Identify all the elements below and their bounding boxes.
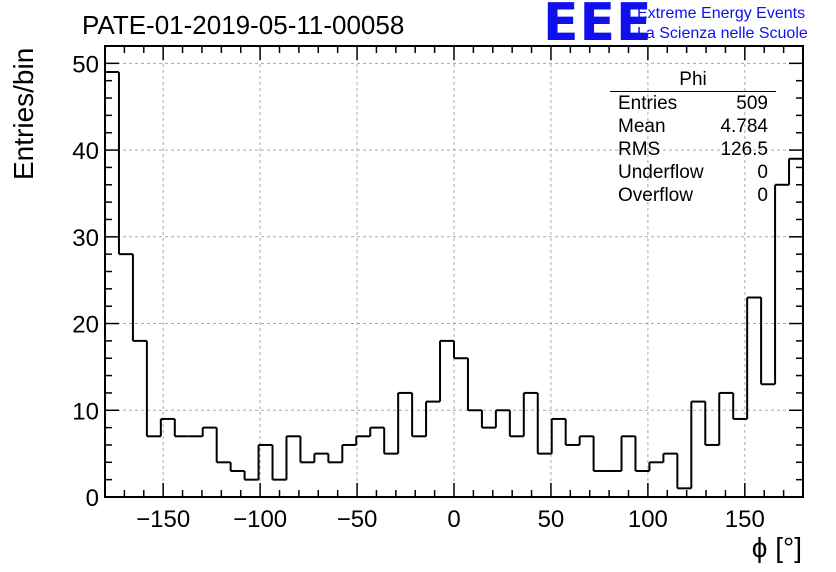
x-tick-label: 50 <box>538 506 565 533</box>
axis-tick-labels: −150 −100 −50 0 50 100 150 0 10 20 30 40 50 <box>72 51 765 533</box>
stats-value: 0 <box>757 185 768 206</box>
grid-lines <box>105 46 803 497</box>
histogram-bin <box>536 392 552 455</box>
histogram-bin <box>397 391 413 454</box>
histogram-bin <box>466 358 482 412</box>
x-tick-label: −150 <box>136 506 190 533</box>
x-tick-label: 150 <box>725 506 765 533</box>
histogram-bin <box>760 297 776 386</box>
logo-line-2: La Scienza nelle Scuole <box>637 25 808 42</box>
histogram-bin <box>145 340 161 438</box>
y-tick-label: 40 <box>72 138 99 165</box>
stats-label: Mean <box>618 116 666 137</box>
y-tick-label: 20 <box>72 312 99 339</box>
histogram-bin <box>480 410 496 429</box>
x-tick-label: −100 <box>233 506 287 533</box>
stats-value: 509 <box>736 93 768 114</box>
histogram-bin <box>578 435 594 445</box>
histogram-bin <box>453 340 468 360</box>
histogram-bin <box>131 254 147 342</box>
histogram-bin <box>257 443 273 480</box>
eee-logo-icon: EEE <box>543 0 653 53</box>
stats-value: 126.5 <box>720 139 768 160</box>
histogram-bin <box>104 71 119 497</box>
histogram-bin <box>508 410 524 438</box>
stats-row-underflow: Underflow 0 <box>610 161 776 184</box>
stats-row-entries: Entries 509 <box>610 92 776 115</box>
stats-label: Underflow <box>618 162 704 183</box>
histogram-bin <box>788 157 803 185</box>
histogram-bin <box>634 436 650 472</box>
histogram-bin <box>592 436 608 472</box>
histogram-bin <box>662 452 678 463</box>
y-tick-label: 50 <box>72 51 99 78</box>
histogram-bin <box>704 401 720 446</box>
histogram-bin <box>159 417 175 437</box>
histogram-bin <box>201 426 217 437</box>
histogram-bin <box>522 391 538 437</box>
axis-ticks <box>105 45 803 498</box>
histogram-bin <box>369 426 385 437</box>
histogram-bin <box>383 427 399 455</box>
logo-line-1: Extreme Energy Events <box>637 5 806 22</box>
histogram-bin <box>243 470 259 481</box>
x-tick-label: −50 <box>337 506 378 533</box>
stats-row-overflow: Overflow 0 <box>610 184 776 207</box>
histogram-bin <box>564 418 580 446</box>
stats-row-mean: Mean 4.784 <box>610 115 776 138</box>
y-tick-label: 30 <box>72 225 99 252</box>
stats-label: Overflow <box>618 185 693 206</box>
histogram-bin <box>327 453 343 464</box>
stats-value: 4.784 <box>720 116 768 137</box>
histogram-bin <box>620 435 636 471</box>
histogram-bars <box>104 71 803 497</box>
histogram-bin <box>774 183 790 385</box>
histogram-bin <box>271 444 287 481</box>
stats-box: Phi Entries 509 Mean 4.784 RMS 126.5 Und… <box>610 70 776 207</box>
histogram-bin <box>550 417 566 454</box>
histogram-bin <box>494 409 510 428</box>
stats-row-rms: RMS 126.5 <box>610 138 776 161</box>
histogram-bin <box>732 392 748 420</box>
x-axis-label: ϕ [°] <box>751 532 802 563</box>
y-tick-label: 0 <box>86 485 99 512</box>
stats-label: RMS <box>618 139 661 160</box>
y-axis-label: Entries/bin <box>8 47 39 180</box>
histogram-bin <box>215 427 231 464</box>
histogram-bin <box>676 453 692 490</box>
stats-label: Entries <box>618 93 678 114</box>
histogram-bin <box>313 452 329 463</box>
histogram-bin <box>718 391 734 445</box>
logo-caption: Extreme Energy Events La Scienza nelle S… <box>637 4 808 44</box>
x-tick-label: 0 <box>447 506 460 533</box>
x-tick-label: 100 <box>628 506 668 533</box>
histogram-bin <box>746 296 762 419</box>
histogram-bin <box>299 436 315 464</box>
histogram-bin <box>173 418 189 438</box>
histogram-bin <box>439 339 454 402</box>
chart-title: PATE-01-2019-05-11-00058 <box>82 10 405 40</box>
histogram-bin <box>229 462 245 472</box>
histogram-bin <box>690 400 706 489</box>
histogram-bin <box>341 443 357 463</box>
histogram-bin <box>411 392 427 438</box>
stats-value: 0 <box>757 162 768 183</box>
histogram-bin <box>285 435 301 480</box>
stats-title: Phi <box>610 70 776 92</box>
histogram-bin <box>425 400 441 437</box>
y-tick-label: 10 <box>72 398 99 425</box>
histogram-bin <box>117 72 133 256</box>
histogram-bin <box>355 435 371 445</box>
histogram-bin <box>648 461 664 471</box>
